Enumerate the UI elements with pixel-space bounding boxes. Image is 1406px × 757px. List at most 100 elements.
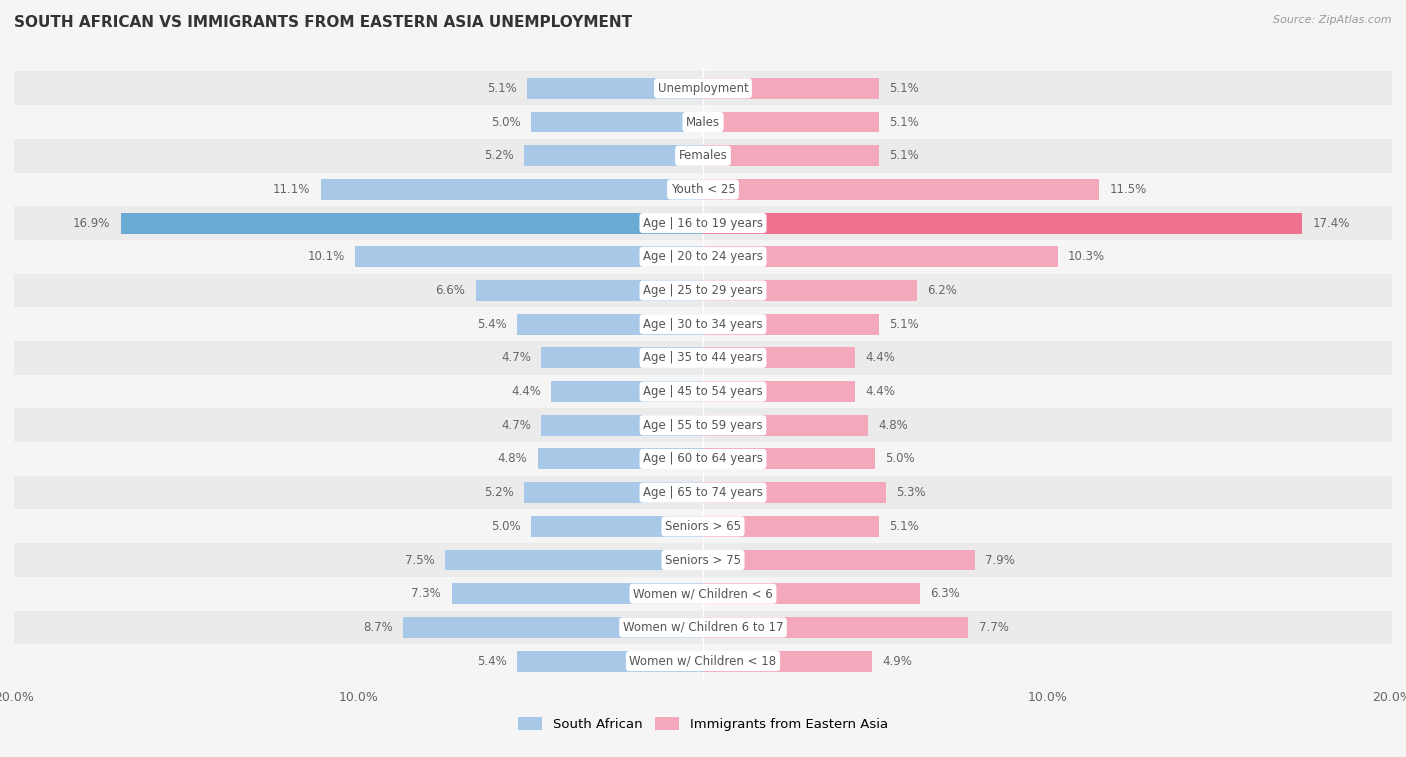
Bar <box>703 583 920 604</box>
Bar <box>703 213 1302 234</box>
Text: 4.7%: 4.7% <box>501 419 531 431</box>
Text: 4.4%: 4.4% <box>512 385 541 398</box>
Bar <box>703 280 917 301</box>
Text: 5.0%: 5.0% <box>491 116 520 129</box>
Bar <box>14 544 1392 577</box>
Bar <box>14 341 1392 375</box>
Bar <box>14 273 1392 307</box>
Text: 7.5%: 7.5% <box>405 553 434 566</box>
Bar <box>703 550 976 571</box>
Bar <box>14 206 1392 240</box>
Legend: South African, Immigrants from Eastern Asia: South African, Immigrants from Eastern A… <box>513 712 893 736</box>
Bar <box>14 409 1392 442</box>
Bar <box>703 617 969 638</box>
Text: Age | 35 to 44 years: Age | 35 to 44 years <box>643 351 763 364</box>
Text: Age | 55 to 59 years: Age | 55 to 59 years <box>643 419 763 431</box>
Text: 8.7%: 8.7% <box>363 621 392 634</box>
Bar <box>14 71 1392 105</box>
Text: 4.4%: 4.4% <box>865 351 894 364</box>
Text: 4.8%: 4.8% <box>879 419 908 431</box>
Text: Age | 25 to 29 years: Age | 25 to 29 years <box>643 284 763 297</box>
Text: 5.4%: 5.4% <box>477 318 506 331</box>
Bar <box>321 179 703 200</box>
Bar <box>517 651 703 671</box>
Text: 7.9%: 7.9% <box>986 553 1015 566</box>
Bar <box>14 139 1392 173</box>
Text: 4.9%: 4.9% <box>882 655 912 668</box>
Bar <box>703 246 1057 267</box>
Bar <box>531 111 703 132</box>
Bar <box>121 213 703 234</box>
Text: 10.3%: 10.3% <box>1069 251 1105 263</box>
Text: Seniors > 65: Seniors > 65 <box>665 520 741 533</box>
Text: 6.6%: 6.6% <box>436 284 465 297</box>
Text: Women w/ Children 6 to 17: Women w/ Children 6 to 17 <box>623 621 783 634</box>
Text: 5.0%: 5.0% <box>491 520 520 533</box>
Text: 5.1%: 5.1% <box>889 149 918 162</box>
Text: 4.4%: 4.4% <box>865 385 894 398</box>
Bar <box>404 617 703 638</box>
Bar <box>14 577 1392 611</box>
Text: 5.1%: 5.1% <box>488 82 517 95</box>
Text: 5.0%: 5.0% <box>886 453 915 466</box>
Text: 4.7%: 4.7% <box>501 351 531 364</box>
Text: 5.3%: 5.3% <box>896 486 925 499</box>
Text: 11.5%: 11.5% <box>1109 183 1147 196</box>
Bar <box>14 442 1392 476</box>
Text: Age | 45 to 54 years: Age | 45 to 54 years <box>643 385 763 398</box>
Bar <box>541 347 703 369</box>
Text: SOUTH AFRICAN VS IMMIGRANTS FROM EASTERN ASIA UNEMPLOYMENT: SOUTH AFRICAN VS IMMIGRANTS FROM EASTERN… <box>14 15 633 30</box>
Bar <box>14 476 1392 509</box>
Text: Males: Males <box>686 116 720 129</box>
Bar <box>517 313 703 335</box>
Text: Youth < 25: Youth < 25 <box>671 183 735 196</box>
Text: 10.1%: 10.1% <box>308 251 344 263</box>
Bar <box>551 381 703 402</box>
Bar <box>14 375 1392 409</box>
Text: 5.1%: 5.1% <box>889 520 918 533</box>
Bar <box>524 145 703 167</box>
Text: Unemployment: Unemployment <box>658 82 748 95</box>
Text: Females: Females <box>679 149 727 162</box>
Text: Age | 60 to 64 years: Age | 60 to 64 years <box>643 453 763 466</box>
Text: Age | 16 to 19 years: Age | 16 to 19 years <box>643 217 763 229</box>
Text: 5.1%: 5.1% <box>889 82 918 95</box>
Bar <box>524 482 703 503</box>
Bar <box>14 240 1392 273</box>
Text: 7.3%: 7.3% <box>412 587 441 600</box>
Text: Source: ZipAtlas.com: Source: ZipAtlas.com <box>1274 15 1392 25</box>
Bar <box>703 78 879 99</box>
Bar <box>475 280 703 301</box>
Bar <box>703 179 1099 200</box>
Bar <box>537 448 703 469</box>
Bar <box>356 246 703 267</box>
Text: 6.3%: 6.3% <box>931 587 960 600</box>
Text: Age | 20 to 24 years: Age | 20 to 24 years <box>643 251 763 263</box>
Text: Seniors > 75: Seniors > 75 <box>665 553 741 566</box>
Bar <box>703 381 855 402</box>
Bar <box>14 105 1392 139</box>
Text: Age | 65 to 74 years: Age | 65 to 74 years <box>643 486 763 499</box>
Bar <box>444 550 703 571</box>
Text: 5.1%: 5.1% <box>889 116 918 129</box>
Bar <box>703 415 869 436</box>
Text: 5.2%: 5.2% <box>484 149 513 162</box>
Bar <box>14 307 1392 341</box>
Text: 5.2%: 5.2% <box>484 486 513 499</box>
Bar <box>703 145 879 167</box>
Bar <box>703 516 879 537</box>
Text: 5.1%: 5.1% <box>889 318 918 331</box>
Bar <box>703 482 886 503</box>
Text: Women w/ Children < 6: Women w/ Children < 6 <box>633 587 773 600</box>
Text: Women w/ Children < 18: Women w/ Children < 18 <box>630 655 776 668</box>
Bar <box>14 644 1392 678</box>
Bar <box>703 651 872 671</box>
Text: 16.9%: 16.9% <box>73 217 111 229</box>
Text: 11.1%: 11.1% <box>273 183 311 196</box>
Text: Age | 30 to 34 years: Age | 30 to 34 years <box>643 318 763 331</box>
Bar <box>541 415 703 436</box>
Bar <box>14 173 1392 206</box>
Text: 4.8%: 4.8% <box>498 453 527 466</box>
Bar <box>531 516 703 537</box>
Bar <box>703 448 875 469</box>
